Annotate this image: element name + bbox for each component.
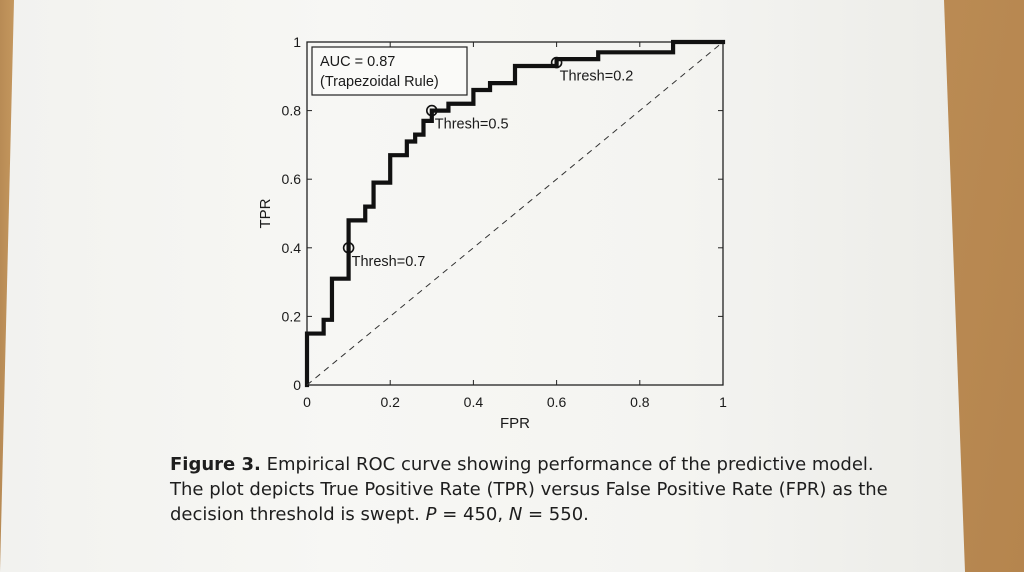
legend-box-frame: [311, 46, 468, 96]
y-tick-label: 0.4: [282, 240, 302, 256]
threshold-label: Thresh=0.2: [560, 69, 634, 85]
x-tick-label: 0.4: [464, 394, 484, 410]
axes-layer: 0 0.2 0.4 0.6 0.8 1 0 0.2 0.4 0.6 0.8 1 FPR TPR: [257, 34, 727, 432]
caption-text: Empirical ROC curve showing performance …: [170, 454, 888, 525]
threshold-marker: [342, 242, 355, 254]
legend-box: AUC = 0.87 (Trapezoidal Rule): [311, 46, 468, 96]
y-tick-label: 0.2: [282, 308, 302, 324]
roc-curve-line: [304, 39, 726, 388]
p-symbol: P: [425, 504, 437, 525]
p-value: = 450,: [436, 504, 509, 525]
annotation-layer: Thresh=0.7 Thresh=0.5 Thresh=0.2: [342, 56, 634, 270]
y-tick-label: 0.8: [282, 103, 302, 119]
figure-caption: Figure 3. Empirical ROC curve showing pe…: [170, 452, 890, 527]
threshold-label: Thresh=0.7: [352, 254, 426, 270]
paper-page: [0, 0, 965, 572]
x-tick-label: 0: [303, 394, 311, 410]
y-tick-label: 0.6: [282, 171, 302, 187]
x-tick-label: 0.2: [380, 394, 400, 410]
y-tick-label: 0: [293, 377, 301, 393]
threshold-marker: [425, 104, 438, 117]
chance-line: [306, 41, 724, 386]
x-tick-label: 0.8: [630, 394, 650, 410]
x-axis-label: FPR: [500, 415, 530, 432]
figure-label: Figure 3.: [170, 454, 261, 475]
x-tick-label: 0.6: [547, 394, 567, 410]
threshold-label: Thresh=0.5: [435, 117, 509, 133]
n-value: = 550.: [522, 504, 589, 525]
y-axis-label: TPR: [257, 198, 274, 228]
threshold-marker: [550, 56, 563, 69]
plot-frame: [306, 41, 724, 386]
y-tick-label: 1: [293, 34, 301, 50]
legend-method-text: (Trapezoidal Rule): [320, 74, 439, 90]
n-symbol: N: [508, 504, 523, 525]
x-tick-label: 1: [719, 394, 727, 410]
series-layer: [304, 39, 726, 388]
legend-auc-text: AUC = 0.87: [320, 54, 395, 70]
